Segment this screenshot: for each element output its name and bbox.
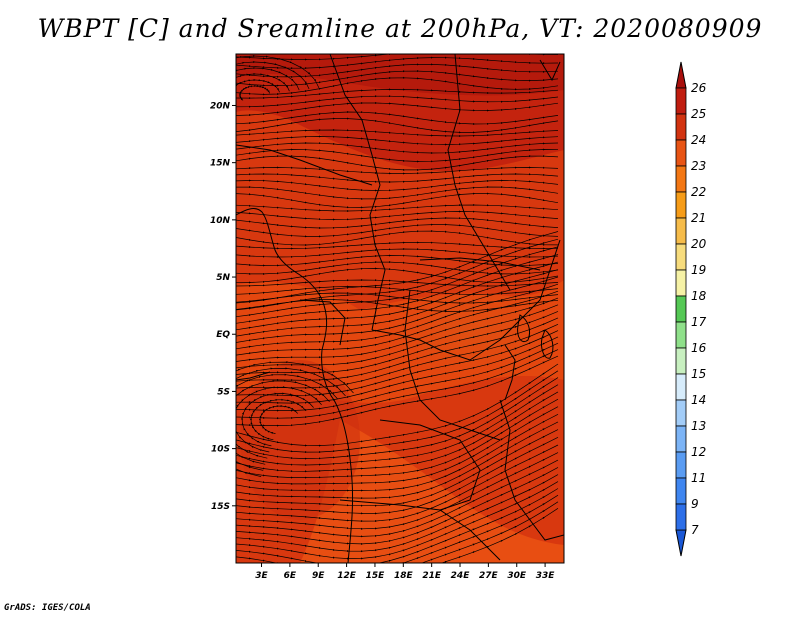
streamline <box>248 508 559 563</box>
x-tick-label: 15E <box>366 571 386 581</box>
colorbar-label: 18 <box>691 289 707 303</box>
colorbar-label: 12 <box>691 445 706 459</box>
x-tick-label: 18E <box>394 571 414 581</box>
colorbar-label: 24 <box>691 133 706 147</box>
x-tick-label: 27E <box>479 571 499 581</box>
streamline <box>236 135 559 146</box>
colorbar-swatch <box>675 295 687 323</box>
colorbar-swatch <box>675 321 687 349</box>
colorbar-swatch <box>675 477 687 505</box>
colorbar-label: 9 <box>691 497 699 511</box>
x-tick-label: 24E <box>451 571 471 581</box>
colorbar-label: 19 <box>691 263 706 277</box>
y-axis: 20N 15N 10N 5N EQ 5S 10S 15S <box>210 101 236 512</box>
y-tick-label: EQ <box>216 330 230 340</box>
grads-credit: GrADS: IGES/COLA <box>4 603 91 613</box>
colorbar-swatch <box>675 113 687 141</box>
colorbar-swatch <box>675 139 687 167</box>
x-tick-label: 21E <box>422 571 442 581</box>
colorbar-swatch <box>675 399 687 427</box>
colorbar-swatch <box>675 165 687 193</box>
colorbar-swatch <box>675 503 687 531</box>
colorbar-label: 11 <box>691 471 706 485</box>
colorbar-swatch <box>675 191 687 219</box>
streamline <box>236 54 320 114</box>
x-tick-label: 30E <box>507 571 527 581</box>
colorbar-label: 15 <box>691 367 706 381</box>
colorbar-swatch <box>675 243 687 271</box>
y-tick-label: 10N <box>210 216 231 226</box>
colorbar-swatch <box>675 87 687 115</box>
y-tick-label: 20N <box>210 101 231 111</box>
x-tick-label: 3E <box>255 571 268 581</box>
x-tick-label: 6E <box>284 571 297 581</box>
colorbar-label: 21 <box>691 211 706 225</box>
colorbar-swatch <box>675 451 687 479</box>
colorbar-label: 17 <box>691 315 707 329</box>
colorbar-label: 20 <box>691 237 707 251</box>
colorbar: 26 25 24 23 22 21 20 19 18 17 16 15 14 13 12 11 9 7 <box>675 61 707 557</box>
y-tick-label: 5N <box>216 273 230 283</box>
colorbar-label: 23 <box>691 159 706 173</box>
y-tick-label: 5S <box>217 387 230 397</box>
colorbar-swatch <box>675 269 687 297</box>
colorbar-label: 14 <box>691 393 706 407</box>
x-axis: 3E 6E 9E 12E 15E 18E 21E 24E 27E 30E 33E <box>255 563 555 581</box>
streamlines <box>236 54 559 563</box>
y-tick-label: 15N <box>210 159 231 169</box>
colorbar-swatch <box>675 425 687 453</box>
streamline <box>236 360 354 477</box>
chart-title: WBPT [C] and Sreamline at 200hPa, VT: 20… <box>37 14 763 43</box>
colorbar-swatch <box>675 373 687 401</box>
x-tick-label: 9E <box>312 571 325 581</box>
y-tick-label: 15S <box>211 502 230 512</box>
streamline <box>236 203 559 213</box>
x-tick-label: 33E <box>536 571 556 581</box>
colorbar-min-arrow <box>675 529 687 557</box>
colorbar-label: 7 <box>691 523 699 537</box>
colorbar-label: 22 <box>691 185 706 199</box>
colorbar-swatch <box>675 217 687 245</box>
colorbar-label: 25 <box>691 107 706 121</box>
colorbar-swatch <box>675 347 687 375</box>
colorbar-max-arrow <box>675 61 687 89</box>
colorbar-label: 16 <box>691 341 707 355</box>
map-boundaries <box>236 54 564 563</box>
colorbar-label: 26 <box>691 81 707 95</box>
x-tick-label: 12E <box>337 571 357 581</box>
streamline <box>236 128 559 138</box>
map-plot-area <box>236 54 564 563</box>
plot-frame <box>235 53 565 564</box>
colorbar-label: 13 <box>691 419 706 433</box>
y-tick-label: 10S <box>211 445 230 455</box>
